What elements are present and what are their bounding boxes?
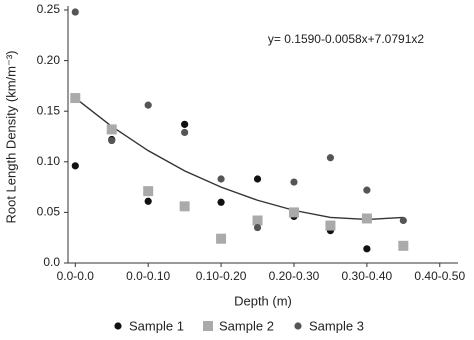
point — [399, 216, 407, 225]
point — [398, 240, 409, 251]
x-tick-label: 0.30-0.40 — [342, 269, 393, 283]
y-tick-label: 0.10 — [37, 154, 61, 168]
point — [363, 245, 371, 253]
x-tick-label: 0.0-0.0 — [57, 269, 95, 283]
point — [143, 186, 154, 197]
y-tick-label: 0.05 — [37, 205, 61, 219]
y-tick-label: 0.25 — [37, 2, 61, 16]
point — [290, 178, 298, 186]
point — [216, 233, 227, 244]
point — [181, 128, 189, 137]
x-axis-label: Depth (m) — [234, 293, 292, 308]
point — [361, 213, 372, 224]
point — [144, 197, 152, 205]
x-tick-label: 0.0-0.10 — [126, 269, 170, 283]
point — [253, 175, 262, 183]
point — [144, 101, 152, 109]
y-tick-label: 0.15 — [37, 103, 61, 117]
point — [217, 175, 225, 183]
x-tick-label: 0.20-0.30 — [269, 269, 320, 283]
point — [106, 124, 117, 135]
point — [288, 207, 299, 218]
legend-label: Sample 3 — [309, 318, 364, 333]
trend-line — [74, 97, 404, 221]
legend-label: Sample 2 — [219, 318, 274, 333]
point — [252, 215, 263, 226]
equation: y= 0.1590-0.0058x+7.0791x2 — [268, 32, 424, 46]
point — [181, 120, 189, 128]
point — [253, 223, 262, 232]
legend-marker — [203, 321, 213, 331]
point — [179, 201, 190, 212]
legend-label: Sample 1 — [129, 318, 184, 333]
x-tick-label: 0.10-0.20 — [196, 269, 247, 283]
y-tick-label: 0.0 — [43, 255, 60, 269]
point — [325, 220, 336, 231]
point — [108, 136, 116, 145]
legend-marker — [114, 322, 122, 330]
point — [71, 8, 79, 16]
point — [363, 186, 371, 194]
point — [326, 154, 335, 162]
point — [71, 162, 79, 170]
legend-marker — [294, 322, 302, 330]
y-axis-label: Root Length Density (km/m⁻³) — [3, 50, 18, 223]
point — [217, 198, 225, 206]
y-tick-label: 0.20 — [37, 53, 61, 67]
x-tick-label: 0.40-0.50 — [414, 269, 465, 283]
point — [70, 93, 81, 104]
